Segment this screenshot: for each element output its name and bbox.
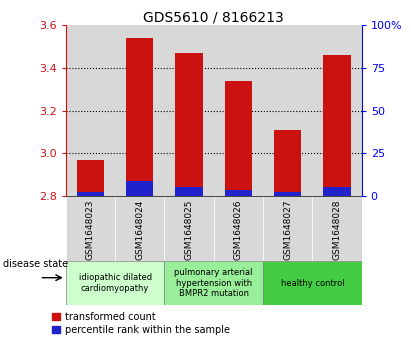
Text: GSM1648024: GSM1648024	[135, 199, 144, 260]
Bar	[77, 192, 104, 196]
Text: GSM1648023: GSM1648023	[86, 199, 95, 260]
Bar	[312, 196, 362, 261]
Legend: transformed count, percentile rank within the sample: transformed count, percentile rank withi…	[50, 310, 232, 337]
Bar	[225, 81, 252, 196]
Bar	[214, 196, 263, 261]
Text: healthy control: healthy control	[281, 279, 344, 287]
Bar	[164, 261, 263, 305]
Bar	[164, 25, 214, 196]
Title: GDS5610 / 8166213: GDS5610 / 8166213	[143, 10, 284, 24]
Bar	[175, 53, 203, 196]
Text: GSM1648028: GSM1648028	[332, 199, 342, 260]
Bar	[115, 25, 164, 196]
Bar	[323, 55, 351, 196]
Bar	[263, 261, 362, 305]
Bar	[126, 38, 153, 196]
Text: idiopathic dilated
cardiomyopathy: idiopathic dilated cardiomyopathy	[79, 273, 152, 293]
Bar	[263, 25, 312, 196]
Text: pulmonary arterial
hypertension with
BMPR2 mutation: pulmonary arterial hypertension with BMP…	[175, 268, 253, 298]
Bar	[274, 192, 301, 196]
Bar	[164, 196, 214, 261]
Bar	[175, 188, 203, 196]
Bar	[66, 196, 115, 261]
Bar	[225, 189, 252, 196]
Bar	[312, 25, 362, 196]
Bar	[263, 196, 312, 261]
Bar	[66, 25, 115, 196]
Bar	[77, 160, 104, 196]
Text: GSM1648027: GSM1648027	[283, 199, 292, 260]
Bar	[115, 196, 164, 261]
Bar	[323, 188, 351, 196]
Bar	[274, 130, 301, 196]
Bar	[126, 181, 153, 196]
Text: GSM1648025: GSM1648025	[185, 199, 194, 260]
Bar	[66, 261, 164, 305]
Bar	[214, 25, 263, 196]
Text: GSM1648026: GSM1648026	[234, 199, 243, 260]
Text: disease state: disease state	[3, 258, 68, 269]
